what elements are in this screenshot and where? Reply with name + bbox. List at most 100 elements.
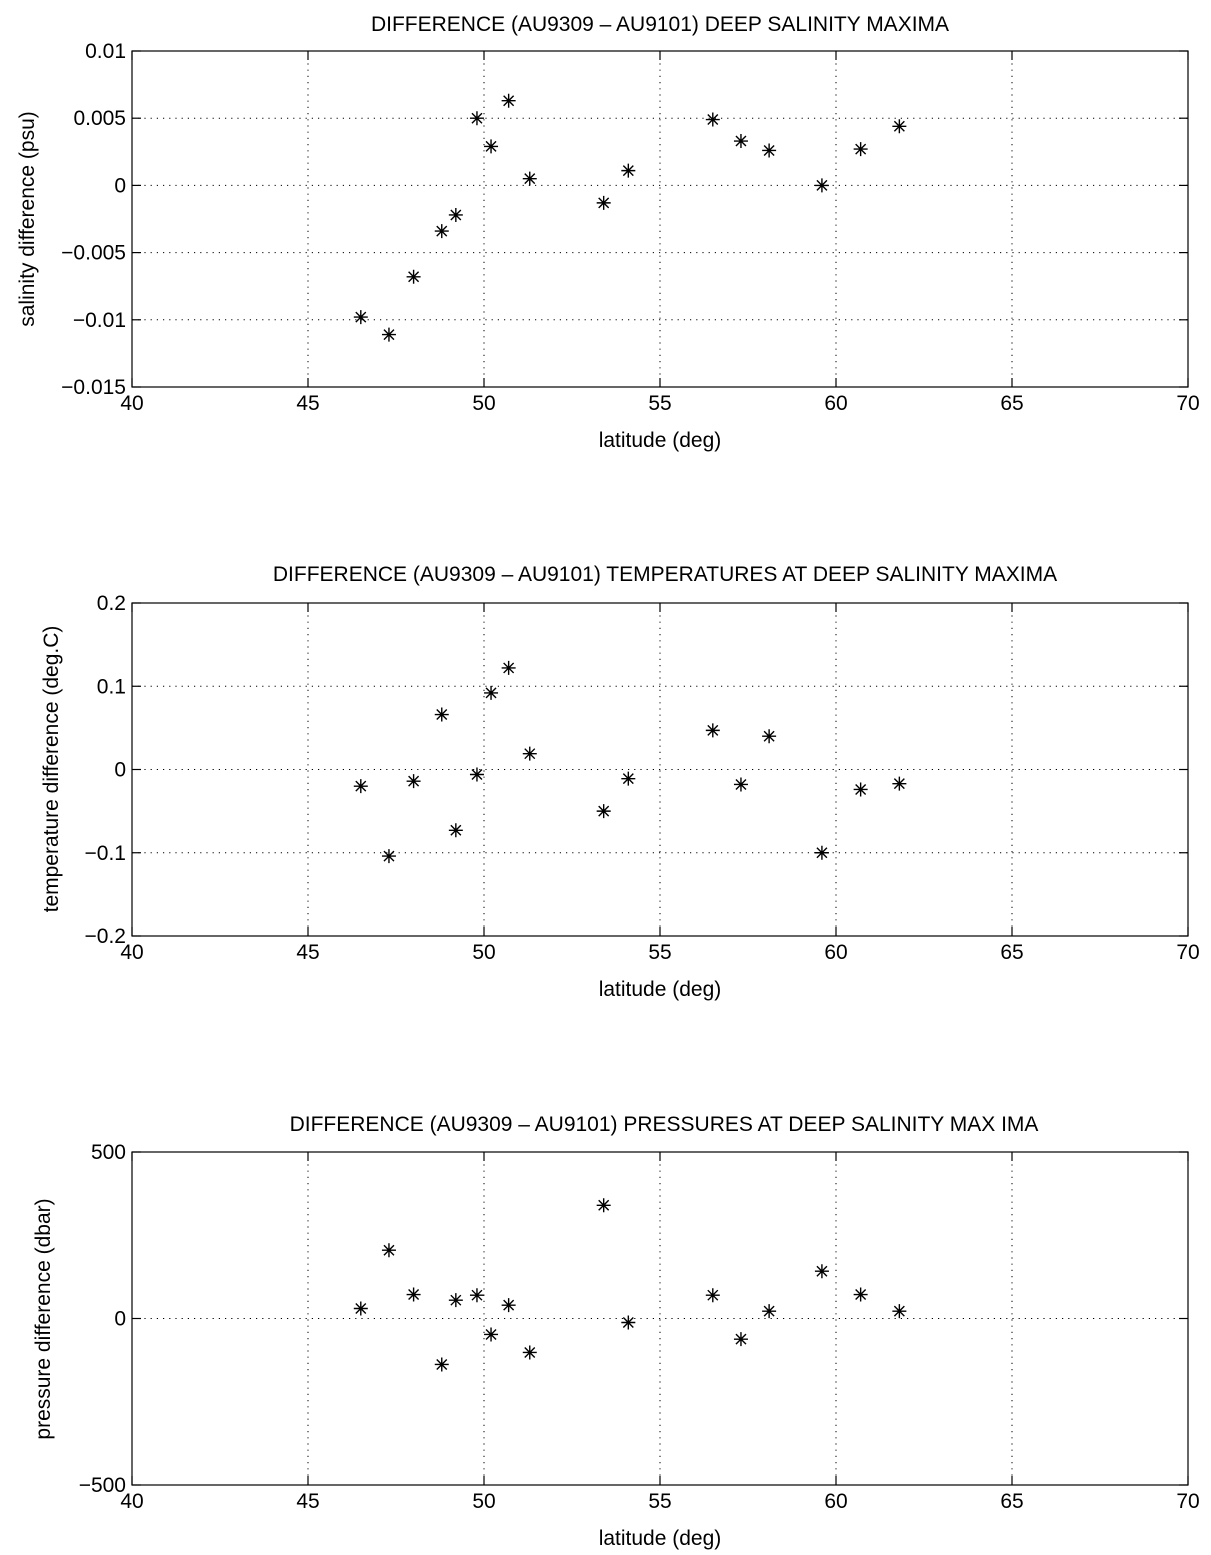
x-tick-label: 50 [472, 392, 495, 415]
grid-lines [132, 603, 1188, 936]
data-point [448, 1293, 463, 1308]
x-tick-label: 70 [1176, 1490, 1199, 1513]
y-tick-label: 0 [114, 174, 126, 197]
data-point [484, 1327, 499, 1342]
data-point [469, 767, 484, 782]
data-point [621, 1315, 636, 1330]
y-tick-label: 0.2 [97, 592, 126, 615]
data-point [814, 845, 829, 860]
data-point [469, 1288, 484, 1303]
data-point [501, 93, 516, 108]
data-point [353, 310, 368, 325]
data-point [853, 142, 868, 157]
y-tick-label: −0.01 [73, 309, 126, 332]
x-tick-label: 50 [472, 941, 495, 964]
data-point [814, 1264, 829, 1279]
data-point [353, 1301, 368, 1316]
chart-title: DIFFERENCE (AU9309 – AU9101) TEMPERATURE… [273, 563, 1057, 586]
y-axis-label: salinity difference (psu) [16, 111, 39, 327]
y-tick-label: −0.005 [61, 242, 126, 265]
y-tick-label: −0.015 [61, 376, 126, 399]
data-point [469, 111, 484, 126]
data-point [621, 163, 636, 178]
data-point [733, 1332, 748, 1347]
y-axis-label: temperature difference (deg.C) [40, 626, 63, 913]
x-tick-label: 50 [472, 1490, 495, 1513]
x-tick-label: 55 [648, 941, 671, 964]
data-point [406, 1287, 421, 1302]
x-tick-label: 70 [1176, 392, 1199, 415]
x-axis-label: latitude (deg) [599, 978, 722, 1001]
data-point [892, 776, 907, 791]
x-axis-label: latitude (deg) [599, 1527, 722, 1550]
data-point [522, 1345, 537, 1360]
data-point [596, 1198, 611, 1213]
data-point [733, 777, 748, 792]
data-point [406, 269, 421, 284]
data-points [353, 660, 907, 864]
y-tick-label: −0.2 [85, 925, 126, 948]
data-point [621, 771, 636, 786]
x-tick-label: 55 [648, 392, 671, 415]
y-tick-label: 0.01 [85, 40, 126, 63]
x-tick-label: 40 [120, 941, 143, 964]
x-tick-label: 40 [120, 1490, 143, 1513]
data-point [381, 849, 396, 864]
x-tick-label: 45 [296, 1490, 319, 1513]
data-point [705, 723, 720, 738]
data-point [353, 779, 368, 794]
data-point [733, 134, 748, 149]
data-point [705, 112, 720, 127]
y-tick-label: 0 [114, 1308, 126, 1331]
data-points [353, 93, 907, 342]
data-point [853, 1287, 868, 1302]
data-point [434, 707, 449, 722]
x-tick-label: 60 [824, 941, 847, 964]
temperature-difference-chart: 40 45 50 55 60 65 70 −0.2 −0.1 0 0.1 0.2 DIFFERENCE… [40, 563, 1200, 1001]
data-point [484, 685, 499, 700]
salinity-difference-chart: 40 45 50 55 60 65 70 −0.015 −0.01 −0.005 0 0.005 0.0… [16, 13, 1200, 452]
data-point [853, 782, 868, 797]
data-point [501, 1298, 516, 1313]
data-point [596, 195, 611, 210]
pressure-difference-chart: 40 45 50 55 60 65 70 −500 0 500 DIFFERENCE (AU930… [32, 1113, 1200, 1550]
data-point [448, 207, 463, 222]
y-tick-label: 0.1 [97, 675, 126, 698]
x-tick-label: 40 [120, 392, 143, 415]
grid-lines [132, 1152, 1188, 1485]
chart-title: DIFFERENCE (AU9309 – AU9101) PRESSURES A… [290, 1113, 1039, 1136]
y-tick-label: 0.005 [73, 107, 126, 130]
data-point [762, 729, 777, 744]
data-point [501, 660, 516, 675]
x-tick-label: 65 [1000, 941, 1023, 964]
data-points [353, 1198, 907, 1372]
x-tick-label: 60 [824, 392, 847, 415]
x-tick-label: 45 [296, 941, 319, 964]
x-tick-label: 65 [1000, 392, 1023, 415]
data-point [522, 171, 537, 186]
axis-ticks: 40 45 50 55 60 65 70 −0.015 −0.01 −0.005 0 0.005 0.0… [61, 40, 1200, 415]
x-tick-label: 65 [1000, 1490, 1023, 1513]
data-point [381, 327, 396, 342]
x-axis-label: latitude (deg) [599, 429, 722, 452]
axis-ticks: 40 45 50 55 60 65 70 −500 0 500 [79, 1141, 1200, 1513]
x-tick-label: 60 [824, 1490, 847, 1513]
y-tick-label: −500 [79, 1474, 126, 1497]
x-tick-label: 55 [648, 1490, 671, 1513]
y-tick-label: 0 [114, 759, 126, 782]
y-tick-label: −0.1 [85, 842, 126, 865]
x-tick-label: 45 [296, 392, 319, 415]
data-point [434, 224, 449, 239]
data-point [596, 804, 611, 819]
grid-lines [132, 51, 1188, 387]
data-point [484, 139, 499, 154]
data-point [448, 823, 463, 838]
data-point [434, 1357, 449, 1372]
data-point [892, 1304, 907, 1319]
y-tick-label: 500 [91, 1141, 126, 1164]
y-axis-label: pressure difference (dbar) [32, 1198, 55, 1439]
data-point [406, 774, 421, 789]
data-point [381, 1243, 396, 1258]
data-point [522, 746, 537, 761]
axis-ticks: 40 45 50 55 60 65 70 −0.2 −0.1 0 0.1 0.2 [85, 592, 1200, 964]
